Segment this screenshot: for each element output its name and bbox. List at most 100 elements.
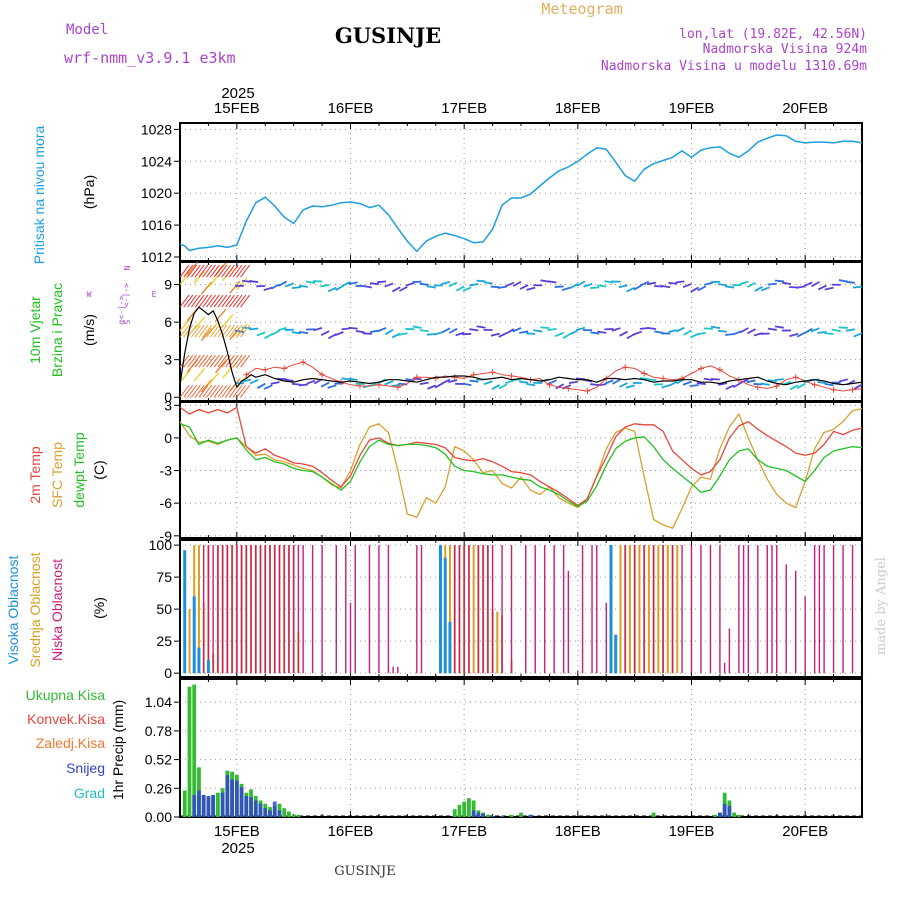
wind-barb	[209, 324, 220, 338]
wind-barb	[803, 327, 813, 334]
wind-barb	[190, 384, 201, 398]
total-rain-bar	[509, 814, 514, 817]
wind-barb	[334, 331, 344, 337]
wind-barb	[576, 326, 586, 331]
total-rain-bar	[187, 686, 192, 817]
wind-barb	[796, 285, 806, 289]
wind-barb	[284, 378, 294, 382]
wind-gust-marker	[319, 371, 326, 378]
wind-barb	[225, 264, 235, 278]
temp-unit: (C)	[91, 460, 107, 479]
legend-total-rain: Ukupna Kisa	[26, 687, 106, 703]
wind-label-1: 10m Vjetar	[27, 296, 43, 364]
snow-bar	[253, 800, 258, 817]
snow-bar	[718, 812, 722, 817]
wind-barb	[206, 294, 216, 308]
wind-barb	[754, 285, 763, 292]
wind-barb	[853, 383, 863, 390]
snow-bar	[476, 812, 481, 817]
wind-barb	[838, 326, 848, 329]
meteogram-label: Meteogram	[541, 0, 622, 18]
wind-gust-marker	[697, 365, 704, 372]
wind-barb	[682, 283, 692, 289]
elevation-text: Nadmorska Visina 924m	[703, 42, 868, 57]
wind-barb	[278, 280, 288, 287]
wind-barb	[519, 284, 529, 290]
pressure-label: Pritisak na nivou mora	[31, 126, 47, 265]
wind-unit: (m/s)	[81, 314, 97, 346]
snow-bar	[244, 796, 249, 817]
wind-barb	[732, 330, 742, 336]
total-rain-bar	[296, 814, 301, 817]
wind-barb	[369, 282, 380, 286]
wind-barb	[206, 264, 216, 278]
cloud-ytick-label-1: 25	[156, 633, 172, 649]
wind-barb	[483, 380, 493, 386]
wind-barb	[213, 264, 224, 278]
wind-barb	[725, 285, 735, 289]
total-rain-bar	[471, 800, 476, 817]
wind-barb	[236, 384, 247, 398]
wind-ytick-label-1: 3	[164, 352, 172, 368]
wind-barb	[505, 328, 515, 335]
wind-barb	[412, 325, 422, 329]
wind-barb	[183, 294, 194, 308]
wind-barb	[202, 324, 213, 338]
wind-barb	[668, 329, 678, 333]
total-rain-bar	[713, 814, 718, 817]
wind-barb	[760, 382, 770, 386]
wind-barb	[740, 327, 749, 334]
wind-barb	[526, 286, 536, 291]
dewpt-line	[179, 423, 863, 508]
wind-gust-marker	[432, 375, 439, 382]
total-rain-bar	[282, 808, 287, 817]
wind-barb	[619, 382, 628, 388]
top-date-label: 19FEB	[669, 100, 715, 117]
wind-barb	[198, 294, 209, 308]
wind-barb	[469, 328, 479, 332]
wind-barb	[232, 354, 243, 368]
wind-barb	[824, 332, 834, 335]
wind-barb	[817, 330, 827, 334]
high-cloud-label: Visoka Oblacnost	[5, 556, 21, 665]
wind-barb	[179, 354, 190, 368]
snow-bar	[192, 794, 197, 817]
wind-barb	[760, 286, 770, 292]
wind-barb	[240, 264, 251, 278]
wind-barb	[183, 384, 194, 398]
wind-barb	[298, 383, 308, 387]
wind-gust-marker	[754, 384, 761, 391]
wind-barb	[236, 354, 247, 368]
wind-barb	[187, 384, 197, 398]
wind-barb	[179, 369, 191, 383]
wind-barb	[240, 324, 251, 338]
wind-barb	[554, 285, 564, 288]
wind-barb	[462, 286, 472, 292]
wind-barb	[256, 331, 266, 337]
wind-gust-marker	[394, 384, 401, 391]
wind-barb	[209, 384, 220, 398]
precip-panel: 0.00 0.26 0.52 0.78 1.04	[145, 678, 863, 825]
wind-barb	[604, 379, 614, 385]
snow-bar	[268, 810, 272, 817]
wind-barb	[194, 294, 205, 308]
wind-barb	[236, 264, 247, 278]
low-cloud-label: Niska Oblacnost	[49, 559, 65, 661]
wind-barb	[796, 383, 806, 389]
wind-barb	[207, 274, 220, 288]
wind-barb	[633, 284, 643, 291]
wind-barb	[575, 377, 585, 380]
wind-barb	[291, 286, 301, 289]
wind-barb	[469, 283, 479, 287]
temperature-frame	[179, 401, 863, 539]
legend-hail: Grad	[74, 785, 105, 801]
temperature-ytick-label-4: 3	[164, 397, 172, 413]
wind-barb	[240, 354, 251, 368]
legend-snow: Snijeg	[66, 760, 105, 776]
wind-compass: N <-|-> W E S α<-|->	[87, 266, 157, 325]
wind-barb	[640, 280, 650, 287]
wind-barb	[207, 372, 220, 386]
wind-barb	[689, 384, 699, 387]
wind-barb	[213, 294, 224, 308]
wind-barb	[739, 280, 749, 285]
